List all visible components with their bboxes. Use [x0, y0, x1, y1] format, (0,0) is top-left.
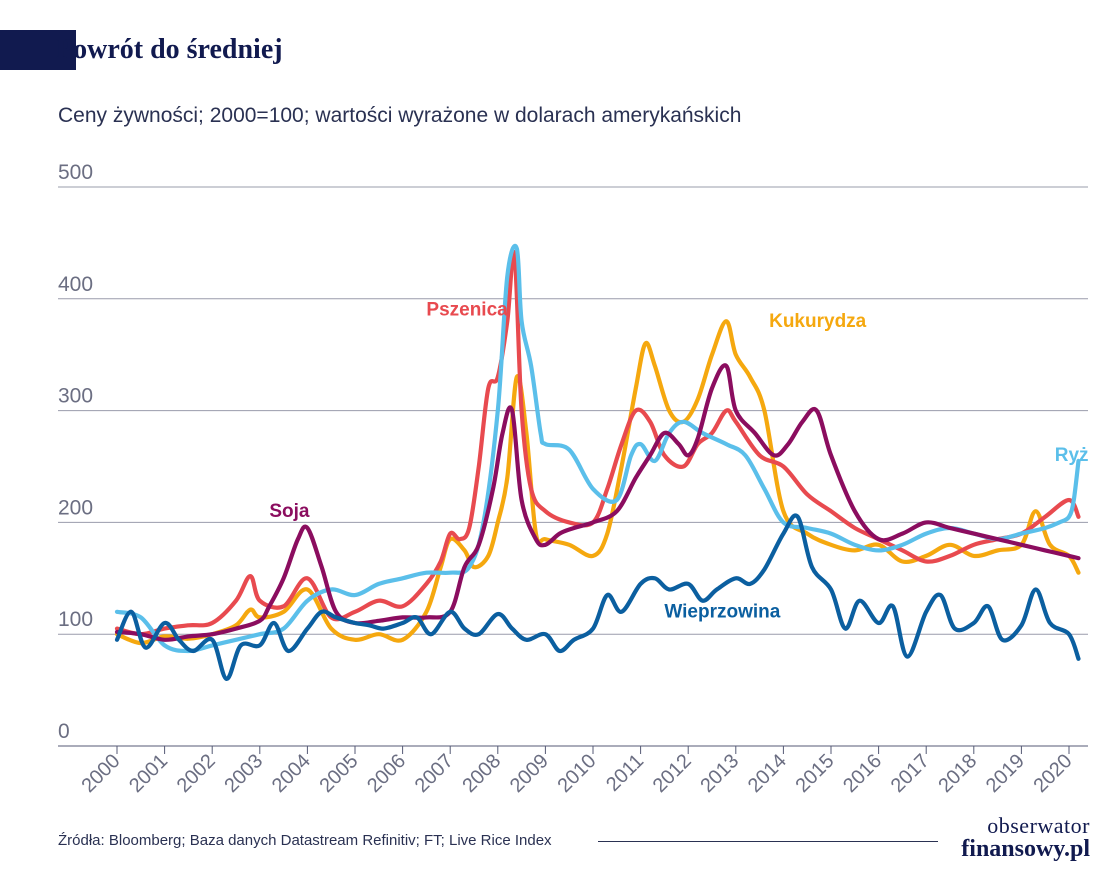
series-label-soja: Soja: [269, 501, 310, 522]
x-tick-label: 2020: [1030, 750, 1077, 797]
x-tick-label: 2002: [173, 750, 220, 797]
series-line-wieprzowina: [114, 513, 1081, 682]
x-tick-label: 2004: [268, 750, 315, 797]
x-tick-label: 2012: [649, 750, 696, 797]
series-line-kukurydza: [114, 319, 1081, 646]
x-tick-label: 2000: [78, 750, 125, 797]
x-tick-label: 2001: [125, 750, 172, 797]
x-tick-label: 2019: [982, 750, 1029, 797]
x-tick-label: 2007: [411, 750, 458, 797]
chart-title: Powrót do średniej: [56, 34, 283, 65]
series-line-soja: [114, 363, 1081, 642]
series-label-wieprzowina: Wieprzowina: [664, 601, 780, 622]
x-tick-label: 2006: [363, 750, 410, 797]
logo-line-1: obserwator: [987, 813, 1090, 838]
logo-line-2: finansowy.pl: [961, 836, 1090, 862]
series-label-kukurydza: Kukurydza: [769, 311, 867, 332]
source-note: Źródła: Bloomberg; Baza danych Datastrea…: [58, 832, 552, 849]
x-tick-label: 2010: [554, 750, 601, 797]
x-tick-label: 2014: [744, 750, 791, 797]
x-tick-label: 2005: [316, 750, 363, 797]
title-accent-bar: [0, 30, 76, 70]
x-axis: 2000 2001 2002 2003 2004 2005 2006 2007 2008 2009…: [78, 746, 1077, 797]
grid-layer: 0 100 200 300 400 500: [58, 161, 1088, 747]
x-tick-label: 2018: [934, 750, 981, 797]
x-tick-label: 2017: [887, 750, 934, 797]
source-row: Źródła: Bloomberg; Baza danych Datastrea…: [58, 829, 938, 853]
series-label-pszenica: Pszenica: [426, 300, 508, 321]
y-tick-label: 200: [58, 496, 93, 519]
series-layer: [114, 243, 1081, 682]
series-labels: Kukurydza Pszenica Ryż Soja Wieprzowina: [269, 300, 1088, 623]
publisher-logo: obserwator finansowy.pl: [961, 813, 1090, 862]
y-tick-label: 300: [58, 385, 93, 408]
chart-subtitle: Ceny żywności; 2000=100; wartości wyrażo…: [58, 104, 742, 127]
x-tick-label: 2011: [602, 750, 648, 796]
series-label-ry-: Ryż: [1055, 445, 1089, 466]
x-tick-label: 2013: [696, 750, 743, 797]
y-tick-label: 500: [58, 161, 93, 184]
x-tick-label: 2009: [506, 750, 553, 797]
series-line-ry-: [114, 243, 1081, 654]
x-tick-label: 2015: [792, 750, 839, 797]
y-tick-label: 0: [58, 720, 70, 743]
source-divider: [598, 841, 938, 842]
x-tick-label: 2008: [458, 750, 505, 797]
y-tick-label: 400: [58, 273, 93, 296]
x-tick-label: 2003: [220, 750, 267, 797]
x-tick-label: 2016: [839, 750, 886, 797]
y-tick-label: 100: [58, 608, 93, 631]
series-line-pszenica: [114, 249, 1081, 637]
